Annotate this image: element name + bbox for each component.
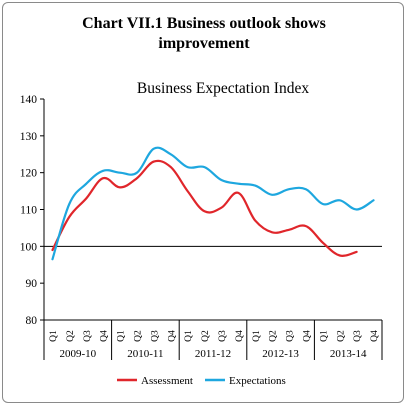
point-assessment-9 <box>203 210 205 212</box>
point-assessment-13 <box>271 231 273 233</box>
point-expectations-18 <box>356 208 358 210</box>
point-assessment-8 <box>187 190 189 192</box>
legend-label-expectations: Expectations <box>229 375 286 387</box>
y-tick-label-5: 130 <box>20 131 38 143</box>
point-assessment-12 <box>254 219 256 221</box>
point-expectations-16 <box>322 203 324 205</box>
point-assessment-18 <box>356 251 358 253</box>
quarter-label-3: Q4 <box>100 330 110 342</box>
chart-title-line-2: improvement <box>158 35 250 52</box>
point-assessment-0 <box>51 249 53 251</box>
quarter-label-11: Q4 <box>235 330 245 342</box>
quarter-label-10: Q3 <box>218 330 228 342</box>
quarter-label-13: Q2 <box>269 330 279 342</box>
point-expectations-13 <box>271 194 273 196</box>
point-expectations-8 <box>187 166 189 168</box>
y-tick-label-3: 110 <box>20 205 37 217</box>
point-expectations-14 <box>288 188 290 190</box>
point-expectations-10 <box>220 179 222 181</box>
quarter-label-0: Q1 <box>49 330 59 342</box>
quarter-label-2: Q3 <box>83 330 93 342</box>
year-label-2: 2011-12 <box>195 348 231 360</box>
chart-title-line-1: Chart VII.1 Business outlook shows <box>82 15 326 32</box>
point-expectations-9 <box>203 166 205 168</box>
y-tick-label-2: 100 <box>20 241 38 253</box>
series-line-assessment <box>51 159 358 257</box>
point-assessment-3 <box>102 177 104 179</box>
point-expectations-5 <box>136 172 138 174</box>
chart-subtitle: Business Expectation Index <box>137 80 309 97</box>
quarter-label-7: Q4 <box>167 330 177 342</box>
year-label-0: 2009-10 <box>59 348 96 360</box>
point-assessment-5 <box>136 177 138 179</box>
point-expectations-7 <box>170 153 172 155</box>
quarter-label-15: Q4 <box>302 330 312 342</box>
point-expectations-12 <box>254 184 256 186</box>
year-label-4: 2013-14 <box>330 348 367 360</box>
point-assessment-4 <box>119 186 121 188</box>
point-expectations-19 <box>372 199 374 201</box>
point-assessment-17 <box>339 254 341 256</box>
quarter-label-9: Q2 <box>201 330 211 342</box>
point-expectations-6 <box>153 148 155 150</box>
quarter-label-12: Q1 <box>252 330 262 342</box>
point-assessment-1 <box>68 216 70 218</box>
quarter-label-17: Q2 <box>336 330 346 342</box>
quarter-label-8: Q1 <box>184 330 194 342</box>
point-expectations-17 <box>339 199 341 201</box>
quarter-label-4: Q1 <box>117 330 127 342</box>
point-expectations-11 <box>237 183 239 185</box>
quarter-label-18: Q3 <box>353 330 363 342</box>
quarter-label-5: Q2 <box>133 330 143 342</box>
point-expectations-1 <box>68 203 70 205</box>
y-tick-label-6: 140 <box>20 94 38 106</box>
point-assessment-10 <box>220 207 222 209</box>
point-assessment-11 <box>237 192 239 194</box>
series-line-expectations <box>51 146 375 261</box>
point-expectations-3 <box>102 170 104 172</box>
point-expectations-2 <box>85 183 87 185</box>
year-label-3: 2012-13 <box>262 348 299 360</box>
quarter-label-19: Q4 <box>370 330 380 342</box>
quarter-label-16: Q1 <box>319 330 329 342</box>
legend-label-assessment: Assessment <box>141 375 193 387</box>
quarter-label-1: Q2 <box>66 330 76 342</box>
point-assessment-6 <box>153 161 155 163</box>
point-assessment-2 <box>85 197 87 199</box>
point-expectations-0 <box>51 258 53 260</box>
quarter-label-14: Q3 <box>286 330 296 342</box>
point-expectations-15 <box>305 188 307 190</box>
point-assessment-16 <box>322 242 324 244</box>
y-tick-label-1: 90 <box>26 278 38 290</box>
point-assessment-14 <box>288 229 290 231</box>
quarter-label-6: Q3 <box>150 330 160 342</box>
chart-title: Chart VII.1 Business outlook shows impro… <box>0 14 408 54</box>
year-label-1: 2010-11 <box>127 348 163 360</box>
y-tick-label-0: 80 <box>26 315 38 327</box>
y-tick-label-4: 120 <box>20 168 38 180</box>
point-expectations-4 <box>119 172 121 174</box>
point-assessment-15 <box>305 225 307 227</box>
point-assessment-7 <box>170 166 172 168</box>
